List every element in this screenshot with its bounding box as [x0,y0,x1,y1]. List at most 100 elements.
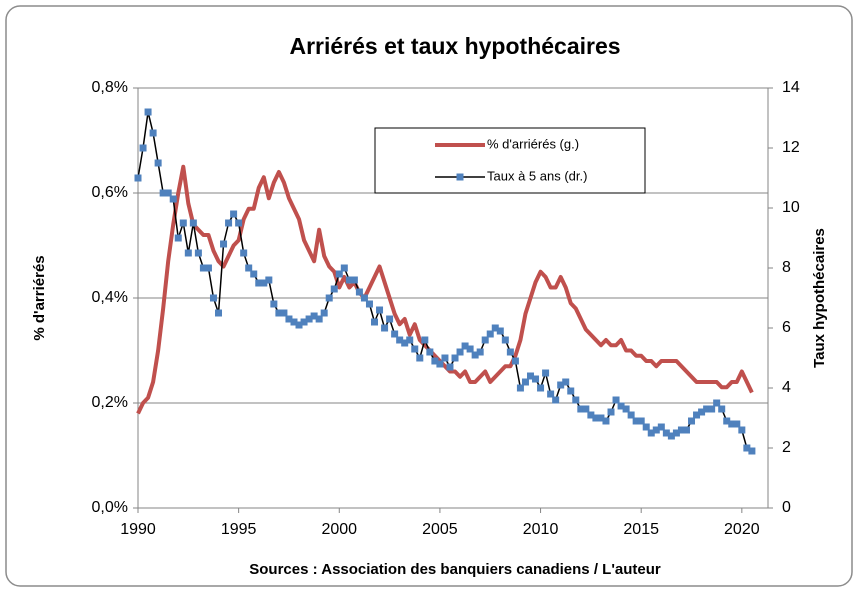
x-tick-label: 2010 [523,521,559,538]
series-marker [365,300,373,308]
series-marker [542,369,550,377]
series-marker [657,423,665,431]
y2-axis-title: Taux hypothécaires [811,228,828,368]
y-tick-label: 0,4% [92,289,128,306]
series-marker [330,285,338,293]
series-marker [144,108,152,116]
series-marker [632,417,640,425]
series-marker [496,327,504,335]
series-marker [290,318,298,326]
series-marker [305,315,313,323]
series-marker [401,339,409,347]
series-marker [194,249,202,257]
series-marker [511,357,519,365]
series-marker [421,336,429,344]
series-marker [215,309,223,317]
series-marker [557,381,565,389]
series-marker [466,345,474,353]
series-marker [199,264,207,272]
x-tick-label: 1990 [120,521,156,538]
series-marker [592,414,600,422]
series-marker [491,324,499,332]
series-marker [481,336,489,344]
series-marker [204,264,212,272]
series-marker [602,417,610,425]
series-marker [250,270,258,278]
series-marker [532,375,540,383]
y2-tick-label: 2 [782,439,791,456]
series-marker [612,396,620,404]
series-marker [743,444,751,452]
series-marker [275,309,283,317]
series-marker [713,399,721,407]
series-marker [139,144,147,152]
series-marker [476,348,484,356]
series-marker [340,264,348,272]
series-marker [637,417,645,425]
series-marker [587,411,595,419]
series-marker [270,300,278,308]
series-marker [426,348,434,356]
series-marker [547,390,555,398]
series-marker [350,276,358,284]
series-marker [265,276,273,284]
series-marker [149,129,157,137]
series-marker [134,174,142,182]
series-marker [320,309,328,317]
y2-tick-label: 0 [782,499,791,516]
y-tick-label: 0,2% [92,394,128,411]
y2-tick-label: 10 [782,199,800,216]
series-marker [567,387,575,395]
series-marker [159,189,167,197]
series-marker [441,354,449,362]
y2-tick-label: 12 [782,139,800,156]
series-marker [521,378,529,386]
series-marker [682,426,690,434]
y2-tick-label: 8 [782,259,791,276]
series-marker [235,219,243,227]
series-marker [572,396,580,404]
series-marker [285,315,293,323]
series-marker [607,408,615,416]
series-marker [652,426,660,434]
series-marker [703,405,711,413]
series-marker [446,363,454,371]
series-marker [396,336,404,344]
series-marker [300,318,308,326]
series-marker [562,378,570,386]
series-marker [189,219,197,227]
series-marker [486,330,494,338]
series-marker [386,315,394,323]
series-marker [255,279,263,287]
series-marker [209,294,217,302]
y-tick-label: 0,8% [92,79,128,96]
series-marker [245,264,253,272]
series-marker [376,306,384,314]
series-marker [164,189,172,197]
series-marker [552,396,560,404]
series-marker [416,354,424,362]
series-marker [526,372,534,380]
x-tick-label: 2020 [724,521,760,538]
series-marker [456,348,464,356]
series-marker [672,429,680,437]
series-marker [582,405,590,413]
series-marker [461,342,469,350]
series-marker [355,288,363,296]
series-marker [662,429,670,437]
x-tick-label: 2005 [422,521,458,538]
series-marker [169,195,177,203]
legend-box [374,127,646,194]
y-tick-label: 0,6% [92,184,128,201]
legend-label: Taux à 5 ans (dr.) [487,168,587,183]
series-marker [617,402,625,410]
series-marker [436,360,444,368]
series-marker [733,420,741,428]
series-marker [698,408,706,416]
series-marker [677,426,685,434]
series-marker [688,417,696,425]
series-marker [738,426,746,434]
series-marker [174,234,182,242]
series-marker [748,447,756,455]
